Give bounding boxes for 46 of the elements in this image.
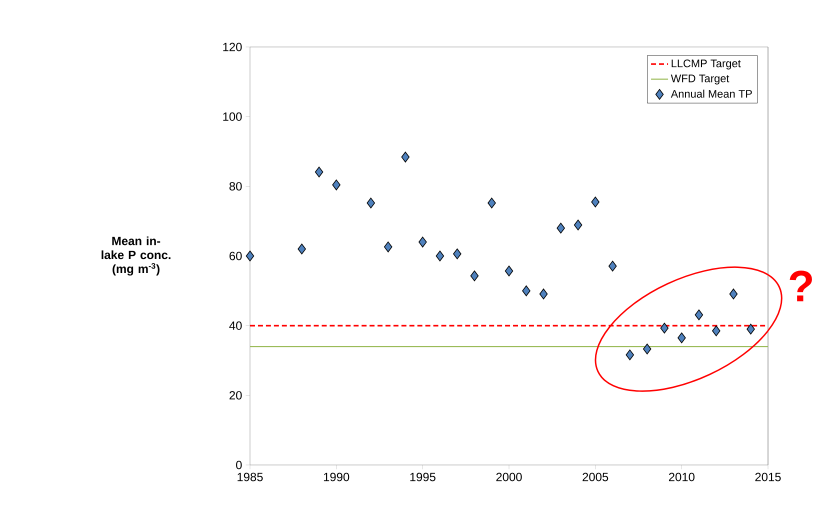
point xyxy=(470,270,479,282)
point xyxy=(574,220,582,230)
point xyxy=(436,250,444,262)
x-tick-label: 1985 xyxy=(238,472,263,482)
point xyxy=(643,344,652,354)
point xyxy=(366,198,376,208)
x-tick-label: 2000 xyxy=(496,472,522,482)
y-tick-label: 60 xyxy=(230,252,242,260)
y-tick-label: 120 xyxy=(223,42,242,52)
point xyxy=(332,180,340,190)
point xyxy=(401,152,410,162)
x-tick-label: 2010 xyxy=(668,472,695,482)
point xyxy=(746,324,755,335)
point xyxy=(591,196,600,208)
point xyxy=(522,285,530,296)
point xyxy=(694,309,704,320)
point xyxy=(660,322,669,334)
point xyxy=(539,288,548,300)
x-tick-label: 2005 xyxy=(582,472,608,482)
point xyxy=(712,325,720,336)
legend-label: WFD Target xyxy=(670,74,730,84)
y-tick-label: 100 xyxy=(223,112,242,121)
point xyxy=(556,222,565,234)
x-tick-label: 2015 xyxy=(755,472,781,482)
x-tick-label: 1995 xyxy=(410,472,436,482)
point xyxy=(626,350,634,360)
y-axis-title: Mean in-lake P conc. (mg m$^{-3}$) xyxy=(102,236,170,276)
point xyxy=(453,248,462,260)
y-tick-label: 80 xyxy=(229,182,242,191)
point xyxy=(678,332,686,344)
point xyxy=(246,250,254,262)
x-tick-label: 1990 xyxy=(324,472,350,482)
point xyxy=(298,244,306,254)
y-tick-label: 20 xyxy=(230,391,242,400)
legend-label: Annual Mean TP xyxy=(670,90,752,98)
point xyxy=(314,166,324,178)
y-tick-label: 0 xyxy=(236,460,242,470)
point xyxy=(488,198,496,208)
point xyxy=(504,266,514,276)
point xyxy=(608,260,617,272)
legend-label: LLCMP Target xyxy=(672,60,741,70)
y-tick-label: 40 xyxy=(229,321,242,330)
text: ? xyxy=(790,270,812,302)
point xyxy=(418,236,427,248)
point xyxy=(384,242,392,252)
point xyxy=(729,288,738,300)
